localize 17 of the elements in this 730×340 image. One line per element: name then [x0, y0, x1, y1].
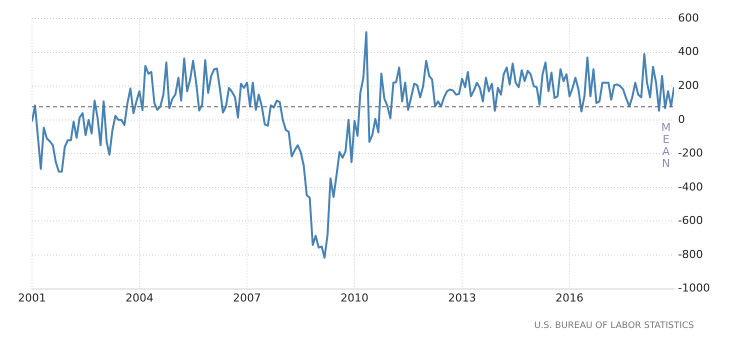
x-tick-label: 2013: [448, 291, 476, 304]
y-tick-label: 600: [678, 11, 700, 24]
x-tick-label: 2001: [18, 291, 46, 304]
y-tick-label: 0: [678, 112, 686, 126]
ref-line-label: MEAN: [661, 121, 671, 170]
x-tick-label: 2004: [125, 291, 154, 304]
y-tick-label: -800: [678, 248, 704, 261]
y-tick-label: -600: [678, 214, 704, 228]
x-tick-label: 2010: [340, 291, 369, 304]
y-tick-label: -200: [678, 146, 704, 160]
y-tick-label: 400: [678, 45, 700, 58]
text: U.S. BUREAU OF LABOR STATISTICS: [534, 320, 694, 331]
x-tick-label: 2007: [232, 291, 261, 304]
x-tick-label: 2016: [556, 291, 584, 304]
y-tick-label: -400: [678, 180, 704, 194]
y-tick-label: -1000: [678, 282, 710, 295]
y-tick-label: 200: [678, 79, 700, 92]
